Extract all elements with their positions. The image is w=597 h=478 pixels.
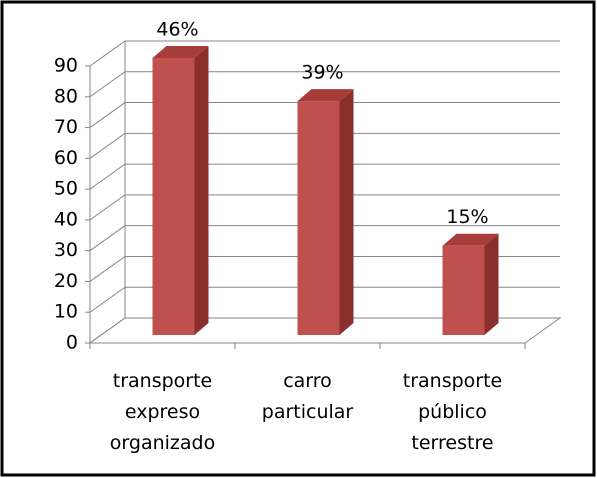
y-tick-label: 60	[54, 147, 78, 169]
bar-front	[152, 58, 195, 335]
y-tick-label: 80	[54, 85, 78, 107]
grid-line	[89, 286, 560, 313]
grid-line	[89, 132, 560, 159]
x-tick-label-line: terrestre	[411, 432, 493, 454]
grid-line	[89, 255, 560, 282]
x-tick-label-line: transporte	[113, 370, 212, 392]
y-tick-label: 10	[54, 301, 78, 323]
bar-top	[152, 46, 209, 58]
grid-line	[89, 194, 560, 221]
x-tick-label-line: organizado	[110, 432, 215, 454]
value-label: 46%	[156, 19, 198, 41]
y-tick-label: 0	[66, 332, 78, 354]
y-tick-label: 50	[54, 178, 78, 200]
grid-line	[89, 163, 560, 190]
bar	[442, 233, 499, 335]
x-tick-label-line: carro	[283, 370, 332, 392]
y-tick-label: 90	[54, 55, 78, 77]
y-tick-label: 20	[54, 270, 78, 292]
y-tick-label: 40	[54, 208, 78, 230]
grid-line	[89, 317, 560, 344]
bar-front	[442, 245, 485, 335]
grid-line	[89, 102, 560, 128]
bar	[152, 46, 209, 335]
x-tick-label-line: particular	[262, 401, 354, 423]
bar-side	[484, 233, 499, 335]
x-tick-label: transporte expreso organizado	[110, 370, 215, 454]
x-tick-label-line: transporte	[403, 370, 502, 392]
x-tick-label-line: público	[418, 401, 487, 423]
value-label: 15%	[446, 206, 488, 228]
y-tick-label: 30	[54, 239, 78, 261]
grid-line	[89, 225, 560, 252]
grid-line	[89, 40, 560, 67]
value-label: 39%	[301, 62, 343, 84]
bar-top	[297, 89, 354, 102]
x-tick-label-line: expreso	[125, 401, 200, 423]
x-tick-label: transporte público terrestre	[403, 370, 502, 454]
x-tick-label: carro particular	[262, 370, 354, 423]
bar-side	[194, 46, 209, 335]
bar	[297, 89, 354, 335]
bar-front	[297, 101, 340, 335]
bar-side	[339, 89, 354, 335]
grid-line	[89, 71, 560, 98]
bar-top	[442, 233, 499, 246]
y-tick-label: 70	[54, 116, 78, 138]
